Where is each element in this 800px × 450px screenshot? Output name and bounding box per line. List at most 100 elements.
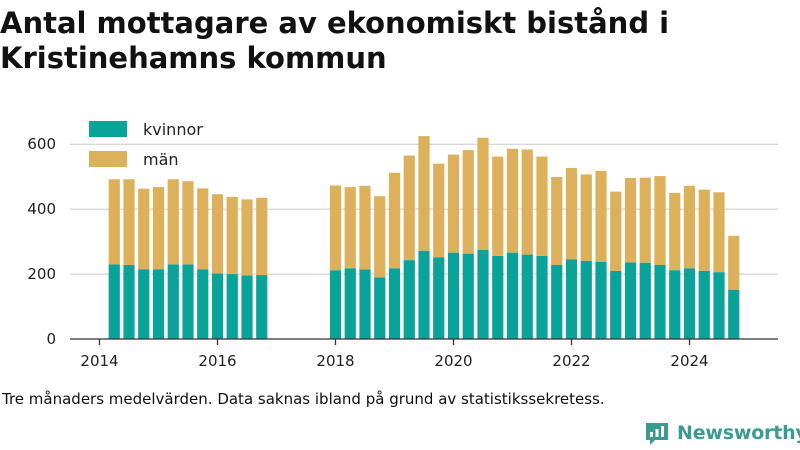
bar-kvinnor: [182, 264, 194, 339]
bar-kvinnor: [728, 289, 740, 339]
bar-man: [329, 185, 342, 271]
bar-man: [477, 137, 489, 250]
legend-swatch-kvinnor: [89, 121, 127, 137]
bar-kvinnor: [403, 260, 415, 339]
x-tick-label: 2020: [434, 352, 472, 370]
legend-swatch-man: [89, 151, 127, 167]
bar-man: [728, 235, 740, 290]
bar-kvinnor: [536, 255, 548, 339]
bar-man: [713, 192, 725, 273]
bar-kvinnor: [359, 269, 371, 339]
newsworthy-logo-text: Newsworthy: [677, 422, 800, 444]
bar-man: [447, 154, 460, 253]
bar-man: [683, 185, 696, 269]
bar-kvinnor: [167, 264, 179, 339]
bar-kvinnor: [123, 264, 135, 339]
bar-man: [610, 191, 622, 271]
bar-man: [138, 188, 150, 270]
y-tick-label: 400: [27, 200, 56, 218]
bar-man: [374, 196, 386, 278]
bar-man: [344, 187, 356, 269]
bar-kvinnor: [447, 252, 460, 339]
bar-kvinnor: [698, 270, 710, 339]
bar-man: [241, 199, 253, 276]
bar-kvinnor: [683, 268, 696, 339]
bar-man: [506, 148, 519, 253]
bar-man: [669, 192, 681, 271]
bar-man: [197, 188, 209, 270]
x-tick-label: 2016: [198, 352, 236, 370]
bar-kvinnor: [669, 270, 681, 339]
newsworthy-logo[interactable]: Newsworthy: [644, 419, 800, 447]
axes: 0 200 400 600 2014 2016 2018 2020 2022 2024: [27, 135, 778, 370]
bar-man: [551, 177, 563, 265]
bar-man: [580, 174, 592, 261]
bar-kvinnor: [418, 250, 430, 339]
y-tick-label: 200: [27, 265, 56, 283]
y-tick-label: 600: [27, 135, 56, 153]
legend: kvinnor män: [89, 120, 203, 169]
bar-man: [167, 179, 179, 265]
bar-kvinnor: [713, 272, 725, 339]
bar-man: [521, 149, 533, 255]
bar-kvinnor: [374, 277, 386, 339]
chart-caption: Tre månaders medelvärden. Data saknas ib…: [2, 390, 605, 408]
legend-label-kvinnor: kvinnor: [143, 120, 203, 139]
bar-man: [359, 185, 371, 270]
bar-kvinnor: [595, 261, 607, 339]
bar-man: [565, 167, 578, 260]
bar-man: [108, 179, 120, 265]
bar-man: [462, 150, 474, 254]
bar-kvinnor: [492, 255, 504, 339]
bar-kvinnor: [551, 264, 563, 339]
chart-title: Antal mottagare av ekonomiskt bistånd i …: [0, 6, 670, 75]
bar-kvinnor: [580, 260, 592, 339]
bar-man: [595, 170, 607, 262]
legend-label-man: män: [143, 150, 179, 169]
bar-kvinnor: [329, 270, 342, 339]
bar-man: [536, 156, 548, 256]
x-tick-label: 2014: [80, 352, 118, 370]
x-tick-label: 2018: [316, 352, 354, 370]
bar-man: [698, 189, 710, 271]
bar-kvinnor: [433, 257, 445, 339]
bar-man: [123, 179, 135, 265]
bar-kvinnor: [241, 275, 253, 339]
bar-man: [182, 181, 194, 265]
bar-man: [211, 194, 224, 274]
bar-man: [418, 136, 430, 251]
bar-man: [152, 187, 165, 270]
bar-kvinnor: [477, 249, 489, 339]
bar-kvinnor: [108, 264, 120, 339]
x-tick-label: 2024: [670, 352, 708, 370]
bar-kvinnor: [654, 264, 666, 339]
bar-kvinnor: [462, 253, 474, 339]
bar-man: [624, 177, 637, 263]
x-tick-label: 2022: [552, 352, 590, 370]
chart: 0 200 400 600 2014 2016 2018 2020 2022 2024 kvinn…: [27, 120, 778, 370]
bar-kvinnor: [506, 252, 519, 339]
bars: [108, 136, 740, 339]
newsworthy-logo-icon: [646, 423, 668, 445]
bar-kvinnor: [256, 275, 268, 339]
bar-kvinnor: [226, 274, 238, 339]
bar-kvinnor: [565, 259, 578, 339]
bar-kvinnor: [624, 262, 637, 339]
y-tick-label: 0: [46, 330, 56, 348]
bar-kvinnor: [152, 269, 165, 339]
bar-kvinnor: [138, 269, 150, 339]
bar-man: [639, 177, 651, 263]
bar-kvinnor: [521, 254, 533, 339]
bar-kvinnor: [197, 269, 209, 339]
bar-kvinnor: [344, 268, 356, 339]
bar-man: [492, 156, 504, 256]
bar-kvinnor: [388, 268, 401, 339]
bar-man: [654, 176, 666, 265]
bar-man: [433, 163, 445, 258]
bar-man: [256, 197, 268, 276]
bar-kvinnor: [610, 270, 622, 339]
bar-kvinnor: [211, 273, 224, 339]
bar-kvinnor: [639, 262, 651, 339]
bar-man: [388, 172, 401, 269]
bar-man: [226, 196, 238, 275]
